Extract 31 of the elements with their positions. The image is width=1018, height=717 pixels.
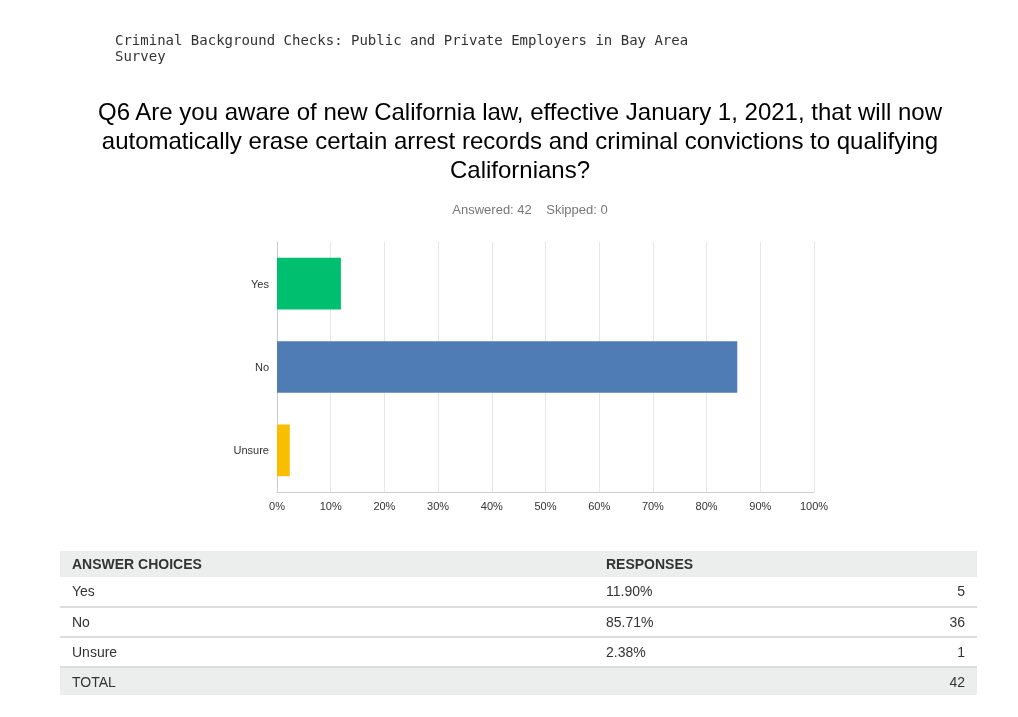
text: 5: [876, 577, 977, 607]
y-tick-label: Yes: [251, 277, 270, 290]
text: 85.71%: [594, 607, 877, 637]
x-tick-label: 20%: [373, 499, 396, 512]
x-tick-label: 30%: [427, 499, 450, 512]
text: Criminal Background Checks: Public and Private Employers in Bay Area Survey: [115, 32, 690, 64]
x-tick-label: 80%: [695, 499, 718, 512]
y-tick-label: Unsure: [233, 444, 269, 457]
x-tick-label: 40%: [480, 499, 504, 512]
text: 1: [876, 637, 977, 667]
table-header-row: ANSWER CHOICES RESPONSES: [60, 551, 977, 577]
text: Unsure: [60, 637, 594, 667]
text: No: [60, 607, 594, 637]
x-tick-label: 60%: [588, 499, 611, 512]
chart-title: Q6 Are you aware of new California law, effective January 1, 2021, that will now automatically erase certain arrest records and criminal convictions to qualifying Californians?: [97, 97, 943, 184]
y-tick-label: No: [254, 361, 269, 373]
x-tick-label: 100%: [799, 499, 829, 512]
x-tick-label: 50%: [534, 499, 557, 512]
x-tick-label: 0%: [269, 499, 286, 512]
table-total-row: TOTAL 42: [60, 667, 977, 695]
text: 2.38%: [594, 637, 877, 667]
chart-subtitle: Answered: 42 Skipped: 0: [451, 202, 609, 217]
x-tick-label: 70%: [641, 499, 665, 512]
x-tick-label: 10%: [319, 499, 342, 512]
text: Yes: [60, 577, 594, 607]
bar: [277, 341, 738, 393]
text: 11.90%: [594, 577, 877, 607]
x-tick-label: 90%: [749, 499, 772, 512]
text: 36: [876, 607, 977, 637]
bar: [277, 424, 290, 477]
bar: [277, 257, 341, 310]
